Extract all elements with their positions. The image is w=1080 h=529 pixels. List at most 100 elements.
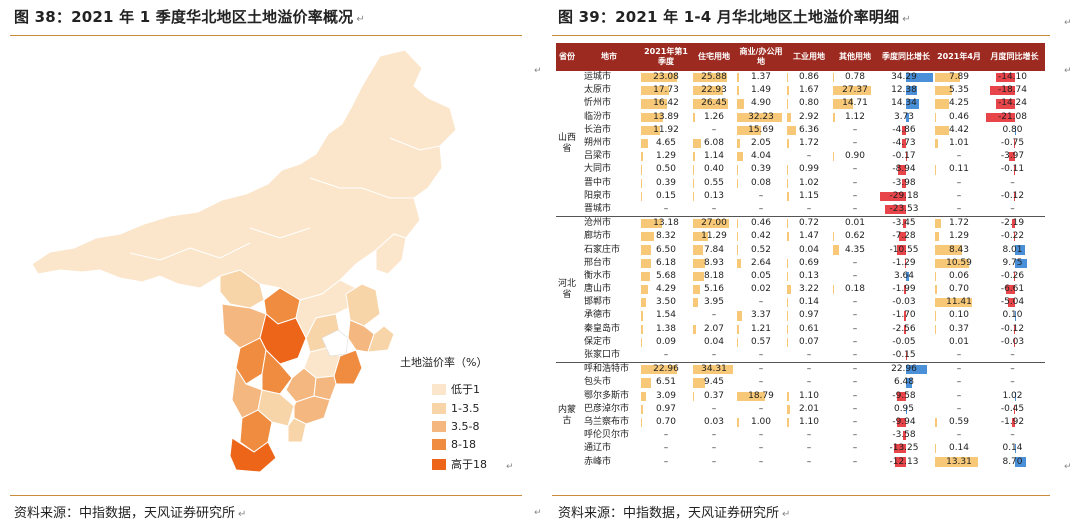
value-cell: 6.36 (786, 124, 832, 137)
growth-cell: – (1010, 350, 1015, 361)
value-bar (935, 457, 978, 467)
growth-cell: 8.70 (984, 455, 1045, 468)
negative-growth-bar (897, 417, 906, 428)
table-row: 临汾市 13.89 1.26 32.23 2.92 1.12 3.73 0.46 -21.08 (556, 111, 1045, 124)
header-month-yoy: 月度同比增长 (984, 43, 1045, 71)
negative-growth-bar (895, 457, 906, 467)
table-row: 朔州市 4.65 6.08 2.05 1.72 – -4.73 1.01 -0.75 (556, 137, 1045, 150)
left-title-rule (10, 35, 522, 36)
table-row: 张家口市 – – – – – -0.15 – – (556, 349, 1045, 363)
city-cell: 朔州市 (584, 138, 612, 149)
value-cell: – (711, 310, 717, 321)
value-bar (693, 178, 694, 188)
growth-cell: -4.73 (892, 138, 916, 149)
value-cell: – (852, 257, 858, 268)
value-cell: 0.15 (641, 190, 677, 201)
negative-growth-bar (896, 245, 906, 255)
value-cell: 13.18 (640, 216, 692, 231)
growth-cell: -0.12 (1000, 190, 1025, 201)
value-cell: 0.01 (832, 216, 878, 231)
value-cell: 8.43 (934, 243, 984, 256)
growth-cell: -3.45 (878, 216, 934, 231)
value-bar (641, 417, 643, 428)
value-bar (737, 112, 782, 122)
city-cell: 沧州市 (578, 216, 640, 231)
value-cell: – (956, 203, 962, 214)
growth-cell: -14.24 (984, 97, 1045, 110)
value-bar (693, 298, 699, 308)
table-row: 晋中市 0.39 0.55 0.08 1.02 – -3.98 – – (556, 177, 1045, 190)
value-bar (935, 324, 937, 334)
paragraph-mark-icon: ↵ (1064, 66, 1072, 76)
table-row: 唐山市 4.29 5.16 0.02 3.22 0.18 -1.99 0.70 -6.61 (556, 283, 1045, 296)
table-row: 山西省 运城市 23.08 25.88 1.37 0.86 0.78 34.29 7.89 -14… (556, 71, 1045, 153)
city-cell: 唐山市 (584, 284, 612, 295)
value-cell: 3.22 (786, 283, 832, 296)
value-cell: – (758, 203, 764, 214)
value-bar (641, 311, 644, 321)
positive-growth-bar (1014, 245, 1026, 255)
growth-cell: – (984, 362, 1045, 377)
value-cell: 0.11 (935, 164, 970, 175)
value-cell: – (832, 362, 878, 377)
table-row: 吕梁市 1.29 1.14 4.04 – 0.90 -0.17 – -3.97 (556, 150, 1045, 163)
value-bar (693, 365, 733, 375)
value-cell: – (786, 362, 832, 377)
value-cell: – (852, 416, 858, 427)
value-cell: 5.68 (640, 270, 692, 283)
value-bar (787, 324, 788, 334)
city-cell: 鄂尔多斯市 (584, 390, 630, 401)
growth-cell: -29.18 (878, 190, 934, 203)
header-quarter-yoy: 季度同比增长 (878, 43, 934, 71)
growth-cell: -1.99 (892, 284, 916, 295)
table-row: 通辽市 – – – – – -13.25 0.14 0.14 (556, 442, 1045, 455)
value-cell: – (852, 270, 858, 281)
value-bar (641, 404, 643, 414)
paragraph-mark-icon: ↵ (782, 509, 791, 520)
header-industrial: 工业用地 (786, 43, 832, 71)
value-bar (693, 285, 700, 295)
value-cell: 2.01 (786, 403, 832, 416)
positive-growth-bar (906, 378, 912, 388)
value-cell: – (852, 203, 858, 214)
value-cell: – (711, 350, 717, 361)
growth-cell: – (1010, 177, 1015, 188)
table-row: 鄂尔多斯市 3.09 0.37 18.79 1.10 – -9.58 – 1.02 (556, 390, 1045, 403)
value-bar (833, 152, 835, 162)
value-cell: 0.80 (786, 97, 832, 110)
header-residential: 住宅用地 (692, 43, 736, 71)
right-source-note: 资料来源：中指数据，天风证券研究所 ↵ (558, 506, 791, 521)
value-cell: – (711, 403, 717, 414)
value-bar (787, 138, 790, 149)
negative-growth-bar (884, 204, 906, 215)
growth-cell: -2.56 (892, 323, 916, 334)
table-row: 呼伦贝尔市 – – – – – -3.58 – – (556, 429, 1045, 442)
paragraph-mark-icon: ↵ (238, 509, 247, 520)
value-cell: – (736, 362, 786, 377)
city-cell: 邯郸市 (584, 297, 612, 308)
value-cell: – (956, 177, 962, 188)
value-cell: 10.59 (934, 257, 984, 270)
value-bar (693, 245, 704, 255)
value-cell: 1.54 (640, 309, 692, 322)
value-cell: – (711, 430, 717, 441)
table-row: 长治市 11.92 – 15.69 6.36 – -4.86 4.42 0.80 (556, 124, 1045, 137)
value-cell: – (852, 336, 858, 347)
value-cell: 16.42 (640, 97, 692, 110)
value-cell: 18.79 (736, 390, 786, 403)
growth-cell: 0.80 (1002, 124, 1023, 135)
value-cell: 1.72 (786, 137, 832, 150)
western-im-region (219, 269, 265, 309)
value-cell: 1.38 (640, 323, 692, 336)
negative-growth-bar (901, 125, 906, 135)
right-source-rule (552, 495, 1050, 496)
legend-item-above-18: 高于18 (432, 456, 487, 472)
negative-growth-bar (1013, 404, 1015, 414)
table-header-row: 省份 地市 2021年第1季度 住宅用地 商业/办公用地 工业用地 其他用地 季… (556, 43, 1045, 71)
value-bar (641, 73, 677, 83)
value-cell: 0.78 (832, 71, 878, 84)
value-cell: 0.09 (641, 336, 677, 347)
value-bar (787, 391, 789, 401)
value-cell: 4.25 (934, 97, 984, 110)
value-cell: – (663, 350, 669, 361)
